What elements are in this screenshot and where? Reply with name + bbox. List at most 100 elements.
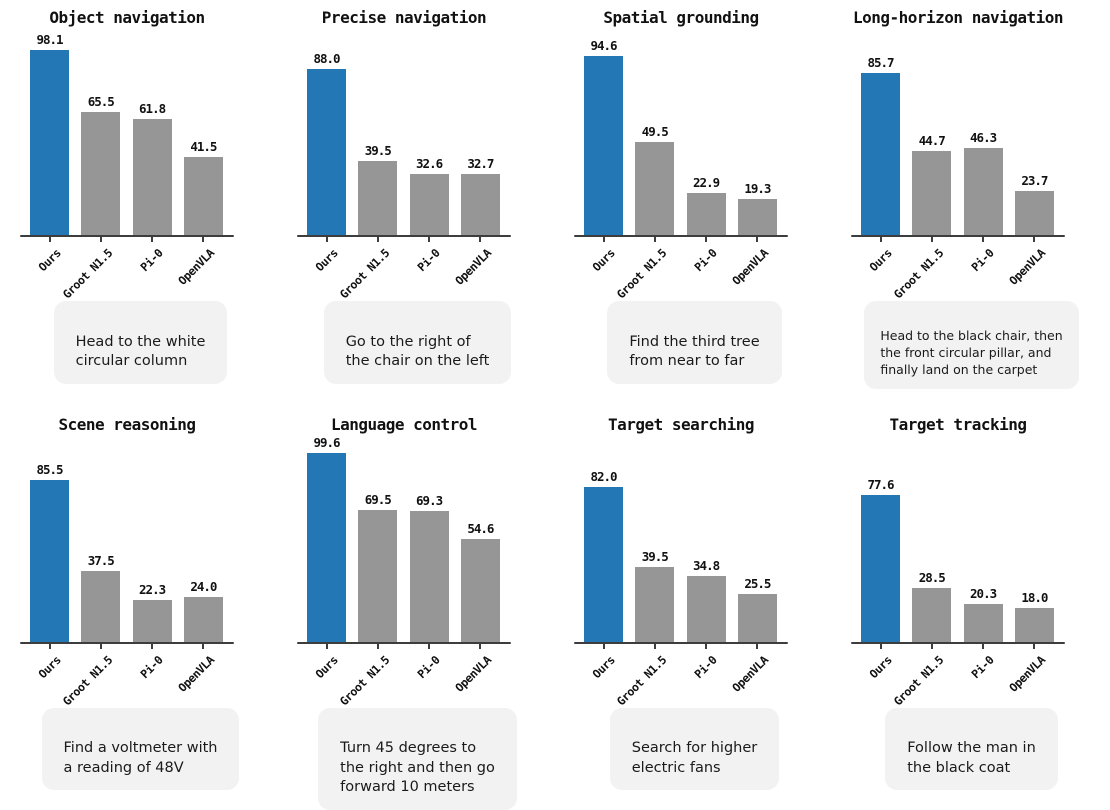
bar-value-label: 23.7 [1021,172,1048,188]
axis-tick [602,643,605,649]
bar-value-label: 65.5 [87,93,115,109]
bar-value-label: 82.0 [590,468,617,484]
plot-area: 85.5 37.5 22.3 24.0 [20,452,234,649]
bar-value-label: 88.0 [313,50,340,66]
chart-title: Spatial grounding [603,8,759,27]
bar [358,160,398,236]
x-tick-label: Groot N1.5 [336,652,392,708]
x-tick-label: Groot N1.5 [890,652,946,708]
bar [912,588,952,643]
axis-tick [376,643,379,649]
bar-value-label: 61.8 [139,100,166,116]
x-axis-line [297,641,511,644]
axis-tick [756,237,759,242]
x-tick-label: Pi-0 [968,246,998,275]
axis-tick [325,237,328,242]
bar [686,576,726,643]
axis-tick [479,643,482,649]
axis-tick [653,643,656,649]
bar [861,495,900,643]
axis-tick [48,237,51,242]
chart-panel: Long-horizon navigation 85.7 44.7 46.3 23.7… [833,8,1110,389]
plot-area: 99.6 69.5 69.3 54.6 [297,435,511,649]
bar-value-label: 18.0 [1021,590,1048,606]
x-tick-label: Pi-0 [968,652,998,681]
x-axis-labels: Ours Groot N1.5 Pi-0 OpenVLA [21,644,233,708]
x-tick-label: OpenVLA [452,246,495,288]
bar-value-label: 22.3 [139,582,166,598]
instruction-caption: Find a voltmeter with a reading of 48V [41,707,240,791]
instruction-caption: Head to the white circular column [53,301,228,384]
x-axis-labels: Ours Groot N1.5 Pi-0 OpenVLA [575,644,787,708]
plot-area: 98.1 65.5 61.8 41.5 [20,32,234,242]
x-axis-line [20,235,234,237]
axis-tick [99,643,102,649]
bar-value-label: 77.6 [867,477,894,493]
bar [686,192,726,236]
chart-title: Language control [330,414,478,434]
bar [861,73,900,236]
bar-value-label: 39.5 [364,142,392,158]
x-tick-label: OpenVLA [729,246,772,288]
chart-title: Target searching [607,414,755,434]
instruction-caption: Go to the right of the chair on the left [323,301,512,384]
bar [584,56,623,236]
plot-area: 88.0 39.5 32.6 32.7 [297,45,511,242]
bar-value-label: 94.6 [590,38,617,54]
bar-value-label: 46.3 [970,130,997,146]
x-tick-label: Groot N1.5 [613,246,669,302]
bar [963,148,1003,236]
x-tick-label: Groot N1.5 [890,246,946,302]
x-tick-label: Pi-0 [137,652,167,681]
axis-tick [930,643,933,649]
x-axis-labels: Ours Groot N1.5 Pi-0 OpenVLA [852,644,1064,708]
bar [460,173,500,236]
bar [1014,190,1054,236]
bar [737,199,777,236]
bar [30,49,69,236]
axis-tick [202,237,205,242]
x-axis-labels: Ours Groot N1.5 Pi-0 OpenVLA [575,237,787,301]
bar-value-label: 69.3 [416,492,443,508]
axis-tick [602,237,605,242]
x-axis-line [574,641,788,644]
chart-title: Long-horizon navigation [852,8,1064,27]
chart-panel: Target searching 82.0 39.5 34.8 25.5 Ours Gr… [556,415,833,810]
x-axis-line [297,235,511,237]
axis-tick [479,237,482,242]
caption-text: Go to the right of the chair on the left [345,333,490,370]
bar-value-label: 85.7 [867,55,894,71]
axis-tick [879,643,882,649]
x-tick-label: Ours [35,246,64,275]
caption-text: Find the third tree from near to far [629,333,760,370]
x-tick-label: Groot N1.5 [613,652,669,708]
caption-text: Head to the black chair, then the front … [880,327,1063,377]
bar [81,571,121,643]
bar-value-label: 49.5 [641,123,669,139]
instruction-caption: Find the third tree from near to far [607,301,782,384]
x-tick-label: Ours [312,652,341,681]
bar [1014,608,1054,643]
x-tick-label: Pi-0 [414,246,444,275]
bar-value-label: 24.0 [190,578,217,594]
caption-text: Head to the white circular column [75,333,206,370]
bar-value-label: 99.6 [313,435,340,451]
x-tick-label: Groot N1.5 [59,652,115,708]
bar-value-label: 69.5 [364,492,392,508]
x-tick-label: OpenVLA [1006,652,1049,695]
bar-value-label: 28.5 [918,570,946,586]
axis-tick [99,237,102,242]
bar [912,151,952,236]
axis-tick [756,643,759,649]
x-axis-labels: Ours Groot N1.5 Pi-0 OpenVLA [21,237,233,301]
plot-area: 82.0 39.5 34.8 25.5 [574,452,788,649]
bar-value-label: 20.3 [970,585,997,601]
x-tick-label: OpenVLA [729,652,772,695]
x-tick-label: Ours [35,652,64,681]
x-tick-label: OpenVLA [175,246,218,288]
x-tick-label: Ours [589,652,618,681]
bar-value-label: 85.5 [36,462,63,478]
chart-panel: Language control 99.6 69.5 69.3 54.6 Ours Gr… [279,415,556,810]
bar [183,596,223,643]
bar-value-label: 54.6 [467,520,494,536]
